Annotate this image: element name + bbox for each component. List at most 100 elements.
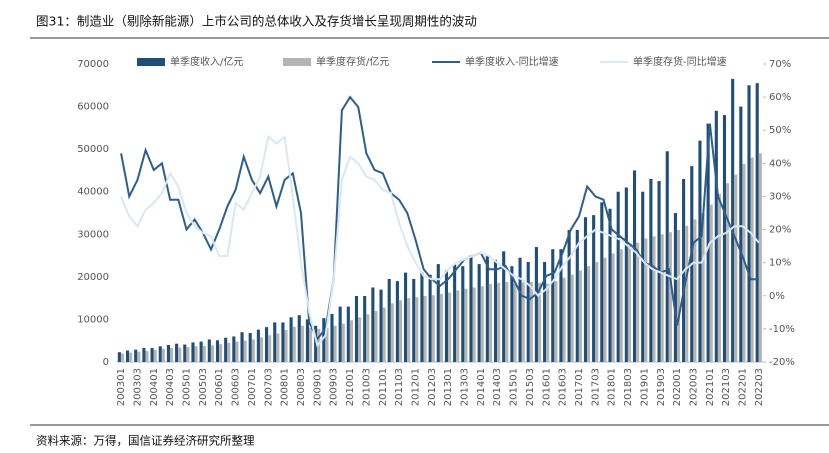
bar <box>439 293 443 362</box>
bar <box>314 325 318 362</box>
bar <box>444 270 449 362</box>
bar <box>619 249 623 362</box>
bar <box>649 178 653 362</box>
bar <box>349 320 353 362</box>
x-tick-label: 201701 <box>574 368 585 406</box>
x-tick-label: 200401 <box>149 368 160 406</box>
bar <box>235 341 239 362</box>
x-tick-label: 201803 <box>623 368 634 406</box>
bar <box>145 350 149 362</box>
bar <box>685 225 689 362</box>
x-tick-label: 202001 <box>672 368 683 406</box>
x-tick-label: 201303 <box>460 368 471 406</box>
legend-label: 单季度收入-同比增速 <box>465 55 559 68</box>
bar <box>284 330 288 362</box>
x-tick-label: 201003 <box>361 368 372 406</box>
bar <box>731 78 735 363</box>
bar <box>453 264 457 362</box>
bar <box>652 236 656 362</box>
bar <box>379 289 383 362</box>
bar <box>636 242 640 362</box>
bar <box>595 261 599 362</box>
y2-tick-label: -10% <box>769 324 795 335</box>
bar <box>354 296 359 362</box>
bar <box>268 335 272 362</box>
y2-tick-label: 60% <box>769 92 791 103</box>
bar <box>665 151 669 362</box>
bar <box>390 303 394 362</box>
x-tick-label: 202101 <box>705 368 716 406</box>
bar <box>505 281 509 362</box>
bar <box>480 286 484 362</box>
bar <box>461 266 465 362</box>
bar <box>142 347 146 362</box>
bar <box>611 253 615 362</box>
x-tick-label: 201403 <box>492 368 503 406</box>
bar <box>415 297 419 362</box>
bar <box>739 106 743 362</box>
bar <box>169 347 174 362</box>
bar <box>207 339 211 362</box>
bar <box>183 344 187 362</box>
bar <box>227 342 231 362</box>
bar <box>178 347 182 362</box>
bar <box>289 317 293 362</box>
bar <box>537 282 542 362</box>
bar <box>534 247 538 362</box>
bar <box>521 282 525 362</box>
bar <box>456 290 460 362</box>
bar <box>248 333 252 362</box>
legend-label: 单季度收入/亿元 <box>170 55 243 68</box>
chart-title: 图31：制造业（剔除新能源）上市公司的总体收入及存货增长呈现周期性的波动 <box>36 14 477 29</box>
bar <box>603 257 607 362</box>
y-tick-label: 60000 <box>77 102 109 113</box>
bar <box>529 281 533 362</box>
y-tick-label: 70000 <box>77 59 109 70</box>
x-tick-label: 201503 <box>525 368 536 406</box>
bar <box>632 170 637 362</box>
bar <box>175 343 179 362</box>
bar <box>726 183 730 362</box>
x-tick-label: 202103 <box>721 368 732 406</box>
bar <box>366 314 370 362</box>
bar <box>701 213 705 362</box>
bar <box>382 307 386 362</box>
bar <box>578 270 582 362</box>
bar <box>676 230 681 362</box>
bar <box>554 281 558 362</box>
y2-tick-label: 40% <box>769 158 791 169</box>
x-tick-label: 200703 <box>263 368 274 406</box>
x-tick-label: 201201 <box>410 368 421 406</box>
x-tick-label: 200903 <box>329 368 340 406</box>
bar <box>464 288 468 362</box>
bar <box>706 123 710 362</box>
x-tick-label: 201103 <box>394 368 405 406</box>
bar <box>387 278 391 362</box>
bar <box>297 315 301 362</box>
bar <box>199 341 203 362</box>
bar <box>371 287 375 362</box>
bar <box>224 337 228 362</box>
bar <box>436 264 440 362</box>
bar <box>265 327 269 362</box>
bar <box>644 238 648 362</box>
bar <box>358 317 362 362</box>
bar <box>469 255 473 362</box>
bar <box>668 232 672 362</box>
x-tick-label: 201703 <box>590 368 601 406</box>
bar <box>219 344 223 362</box>
bar <box>309 327 313 362</box>
bar <box>477 264 481 362</box>
bar <box>423 296 427 362</box>
bar <box>559 249 563 362</box>
x-tick-label: 200403 <box>165 368 176 406</box>
bar <box>551 249 555 362</box>
y-tick-label: 20000 <box>77 272 109 283</box>
bar <box>493 259 498 362</box>
bar <box>587 266 591 362</box>
bar <box>125 350 130 362</box>
y2-tick-label: -20% <box>769 357 795 368</box>
x-tick-label: 200301 <box>116 368 127 406</box>
bar <box>256 329 260 362</box>
